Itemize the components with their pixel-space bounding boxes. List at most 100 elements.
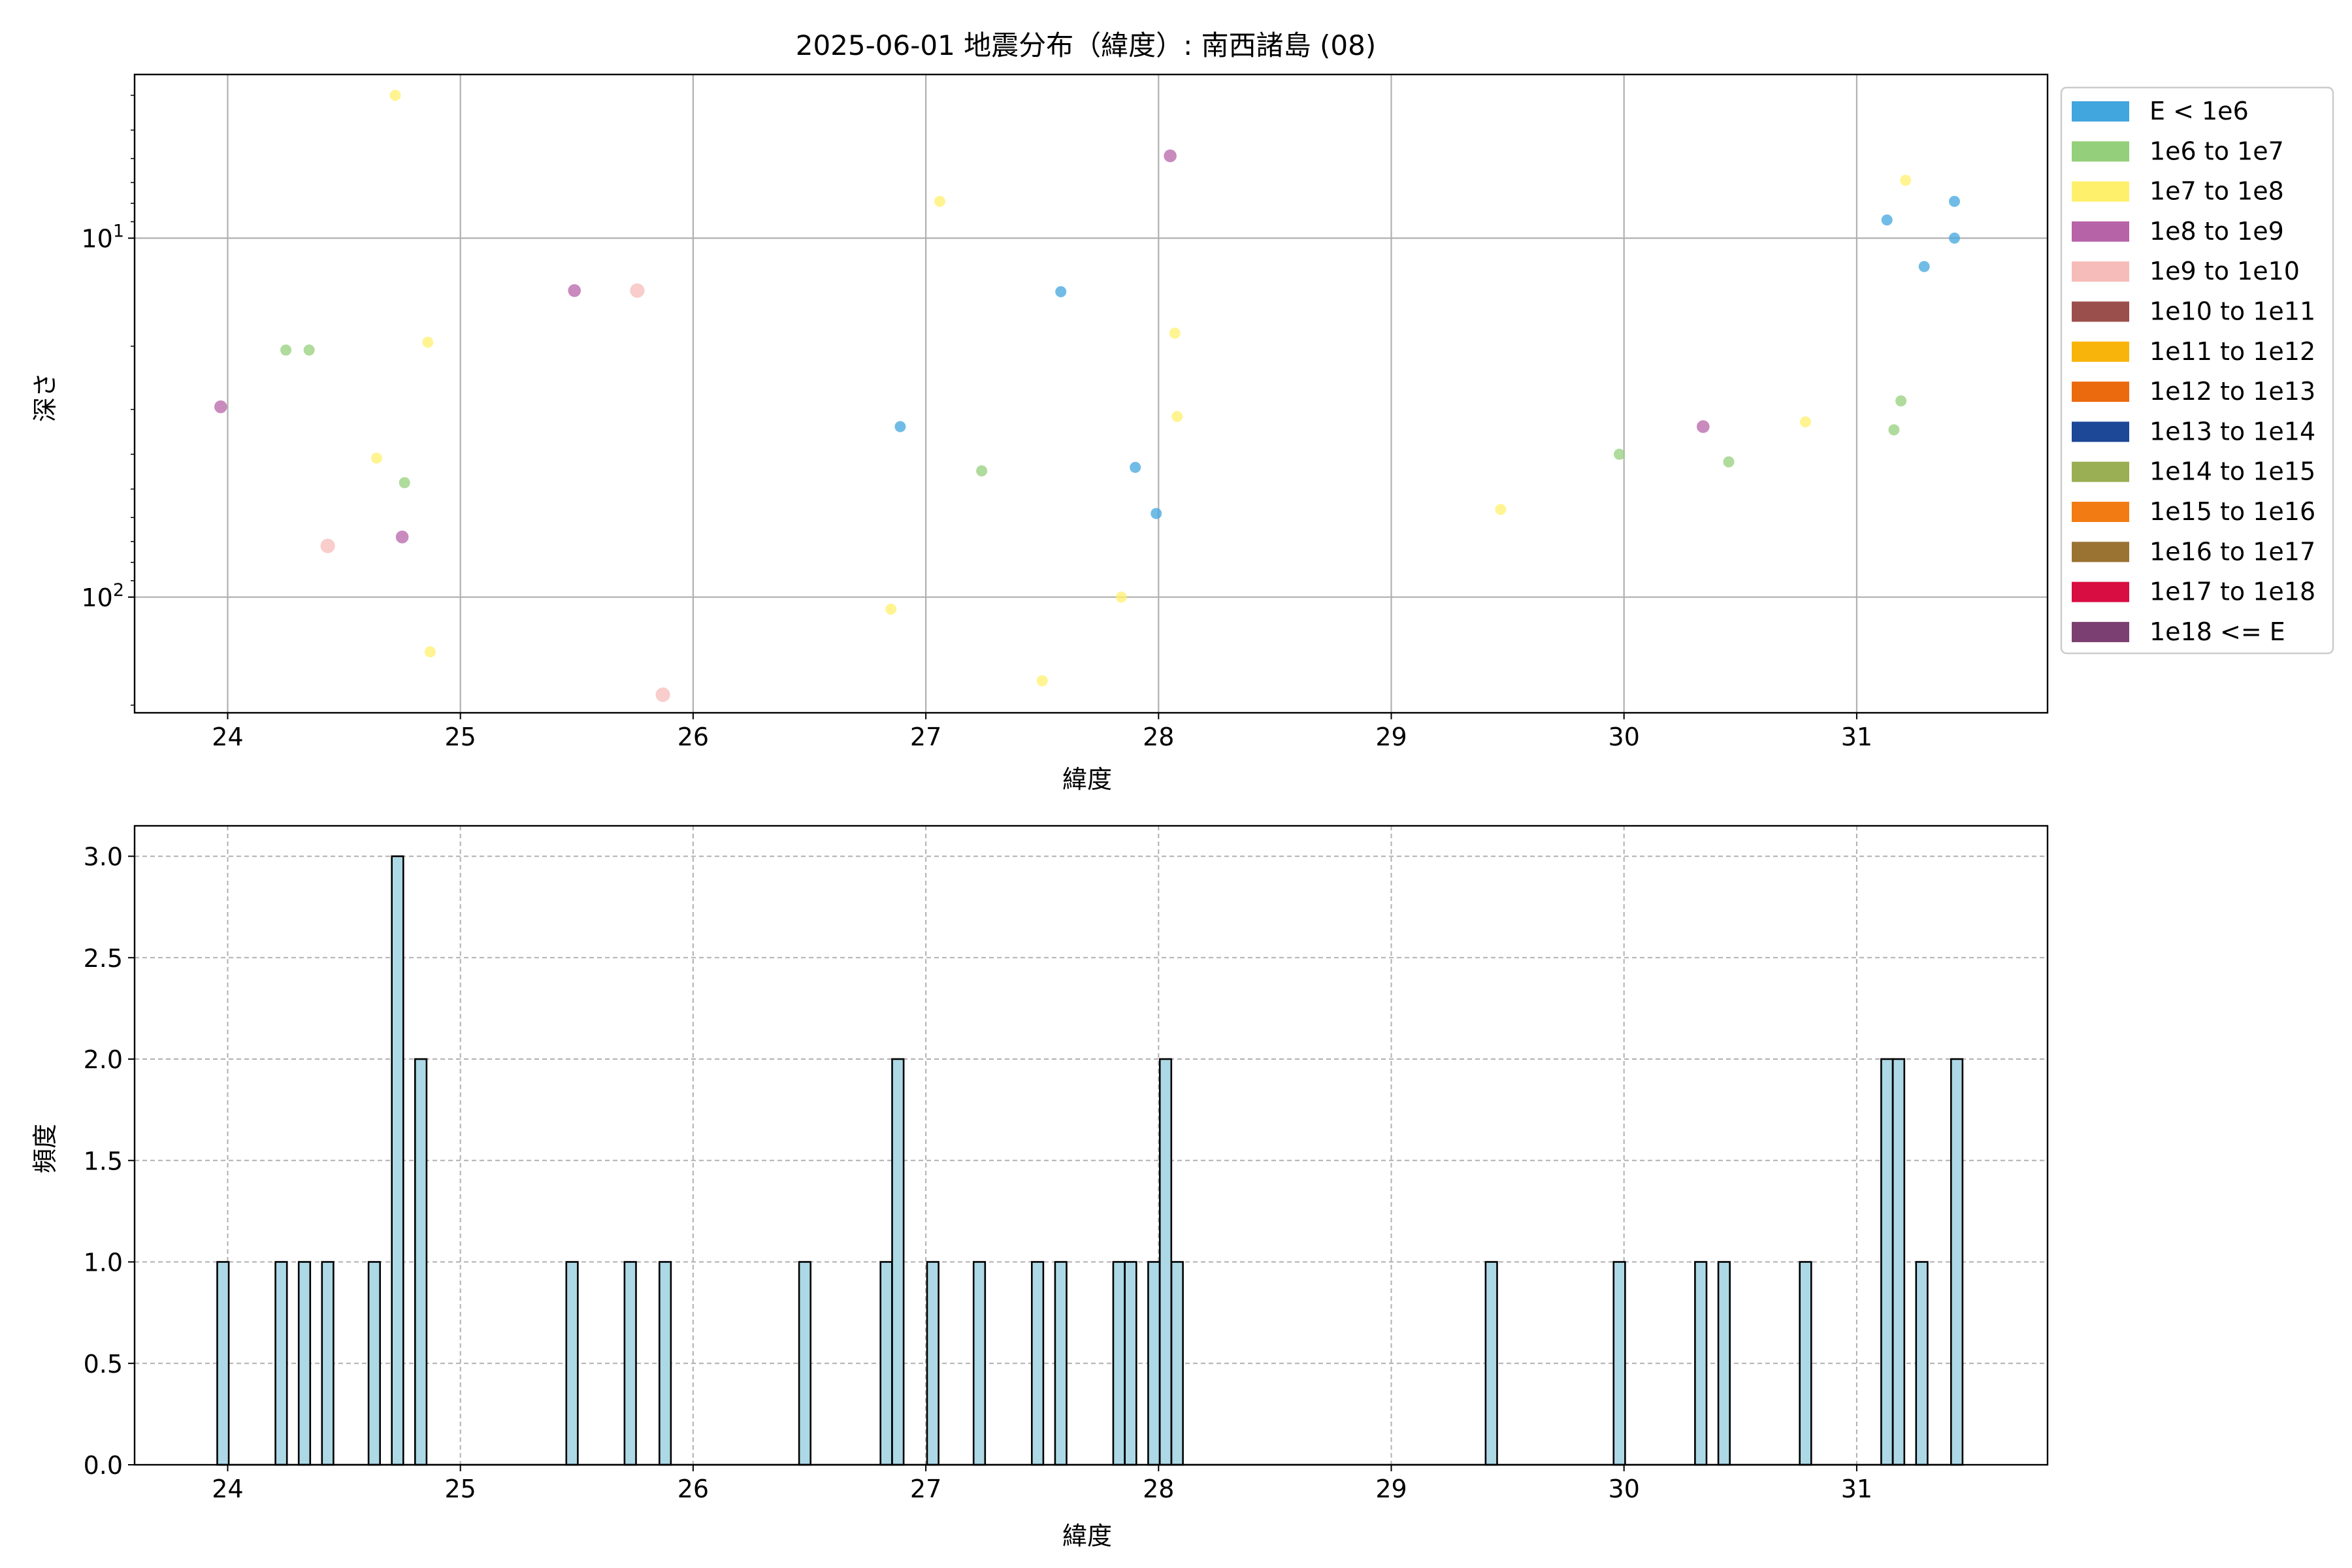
histogram-bar <box>1612 1261 1626 1466</box>
legend-swatch <box>2072 261 2129 282</box>
histogram-bar <box>1147 1261 1161 1466</box>
scatter-point <box>1800 416 1812 428</box>
scatter-x-tick-label: 28 <box>1143 723 1174 751</box>
scatter-point <box>280 344 292 356</box>
histogram-bar <box>623 1261 637 1466</box>
scatter-x-tick-label: 25 <box>445 723 476 751</box>
scatter-point <box>214 400 227 414</box>
figure-title: 2025-06-01 地震分布（緯度）: 南西諸島 (08) <box>796 29 1377 61</box>
histogram-y-tick-label: 1.0 <box>84 1249 123 1277</box>
histogram-x-tick-label: 26 <box>678 1475 709 1503</box>
histogram-x-tick-label: 31 <box>1841 1475 1872 1503</box>
scatter-axes-frame <box>133 73 2049 714</box>
histogram-x-tick-label: 27 <box>910 1475 941 1503</box>
scatter-point <box>370 452 382 464</box>
scatter-point <box>389 90 401 101</box>
histogram-bar <box>1170 1261 1184 1466</box>
scatter-point <box>885 603 897 615</box>
scatter-x-tick-label: 26 <box>678 723 709 751</box>
scatter-x-tick-label: 31 <box>1841 723 1872 751</box>
histogram-bar <box>297 1261 312 1466</box>
scatter-point <box>894 421 906 433</box>
histogram-bar <box>1484 1261 1498 1466</box>
scatter-point <box>1888 424 1900 436</box>
histogram-bar <box>1112 1261 1126 1466</box>
histogram-bar <box>1717 1261 1731 1466</box>
scatter-point <box>1697 420 1710 433</box>
histogram-y-tick-label: 3.0 <box>84 843 123 872</box>
histogram-y-tick-label: 0.0 <box>84 1451 123 1480</box>
scatter-point <box>303 344 315 356</box>
legend-swatch <box>2072 301 2129 322</box>
histogram-y-tick-label: 2.0 <box>84 1045 123 1074</box>
scatter-x-tick-label: 29 <box>1375 723 1407 751</box>
histogram-bar <box>1799 1261 1812 1466</box>
legend-frame <box>2060 86 2334 655</box>
legend-label: 1e18 <= E <box>2149 617 2285 646</box>
legend-swatch <box>2072 421 2129 442</box>
legend-label: 1e9 to 1e10 <box>2149 257 2300 286</box>
scatter-point <box>1171 411 1183 423</box>
scatter-point <box>1115 591 1127 603</box>
legend-label: 1e17 to 1e18 <box>2149 578 2315 606</box>
scatter-panel: 24 25 26 27 28 29 30 31 101 102 緯度 深さ <box>31 73 2049 794</box>
scatter-point <box>1036 675 1048 687</box>
histogram-bar <box>1891 1058 1906 1466</box>
histogram-bar <box>216 1261 230 1466</box>
histogram-bar <box>414 1058 428 1466</box>
histogram-y-tick-label: 1.5 <box>84 1147 123 1175</box>
histogram-bar <box>1915 1261 1929 1466</box>
histogram-bar <box>274 1261 288 1466</box>
histogram-x-tick-label: 28 <box>1143 1475 1174 1503</box>
legend-label: 1e8 to 1e9 <box>2149 217 2284 246</box>
legend-swatch <box>2072 141 2129 162</box>
histogram-bar <box>879 1261 893 1466</box>
histogram-ticks: 24 25 26 27 28 29 30 31 0.0 0.5 1.0 1.5 2.0 2.5 3.0 <box>84 843 1873 1503</box>
legend-label: 1e6 to 1e7 <box>2149 137 2284 165</box>
scatter-x-axis-label: 緯度 <box>1062 765 1112 794</box>
histogram-x-tick-label: 30 <box>1609 1475 1640 1503</box>
scatter-point <box>422 336 434 348</box>
scatter-point <box>1614 448 1625 460</box>
scatter-point <box>1949 233 1961 244</box>
histogram-bar <box>1158 1058 1173 1466</box>
legend-label: 1e13 to 1e14 <box>2149 417 2315 446</box>
scatter-point <box>1723 456 1735 468</box>
legend-label: 1e7 to 1e8 <box>2149 177 2284 206</box>
legend-label: E < 1e6 <box>2149 97 2249 125</box>
histogram-x-tick-label: 24 <box>212 1475 243 1503</box>
histogram-bar <box>926 1261 939 1466</box>
histogram-bars <box>216 855 1964 1466</box>
legend-swatch <box>2072 382 2129 402</box>
scatter-x-tick-label: 27 <box>910 723 941 751</box>
histogram-y-tick-label: 0.5 <box>84 1350 123 1379</box>
scatter-point <box>934 195 945 207</box>
histogram-bar <box>565 1261 579 1466</box>
histogram-x-axis-label: 緯度 <box>1062 1522 1112 1550</box>
legend-label: 1e11 to 1e12 <box>2149 337 2315 366</box>
legend-label: 1e15 to 1e16 <box>2149 497 2315 526</box>
scatter-point <box>1169 327 1181 339</box>
legend-swatch <box>2072 581 2129 602</box>
legend: E < 1e6 1e6 to 1e7 1e7 to 1e8 1e8 to 1e9 1e9… <box>2060 86 2334 655</box>
scatter-x-tick-label: 30 <box>1609 723 1640 751</box>
legend-swatch <box>2072 181 2129 202</box>
scatter-point <box>424 646 436 658</box>
legend-swatch <box>2072 221 2129 242</box>
histogram-bar <box>891 1058 905 1466</box>
histogram-bar <box>1031 1261 1045 1466</box>
histogram-y-tick-label: 2.5 <box>84 944 123 973</box>
scatter-points <box>214 90 1961 702</box>
legend-swatch <box>2072 101 2129 122</box>
histogram-bar <box>1054 1261 1068 1466</box>
scatter-point <box>1949 195 1961 207</box>
scatter-point <box>1130 461 1141 473</box>
scatter-point <box>976 465 988 477</box>
histogram-bar <box>321 1261 335 1466</box>
legend-swatch <box>2072 502 2129 522</box>
scatter-ticks: 24 25 26 27 28 29 30 31 101 102 <box>81 95 1872 751</box>
scatter-point <box>1164 149 1177 163</box>
histogram-bar <box>1694 1261 1708 1466</box>
scatter-point <box>395 531 409 544</box>
